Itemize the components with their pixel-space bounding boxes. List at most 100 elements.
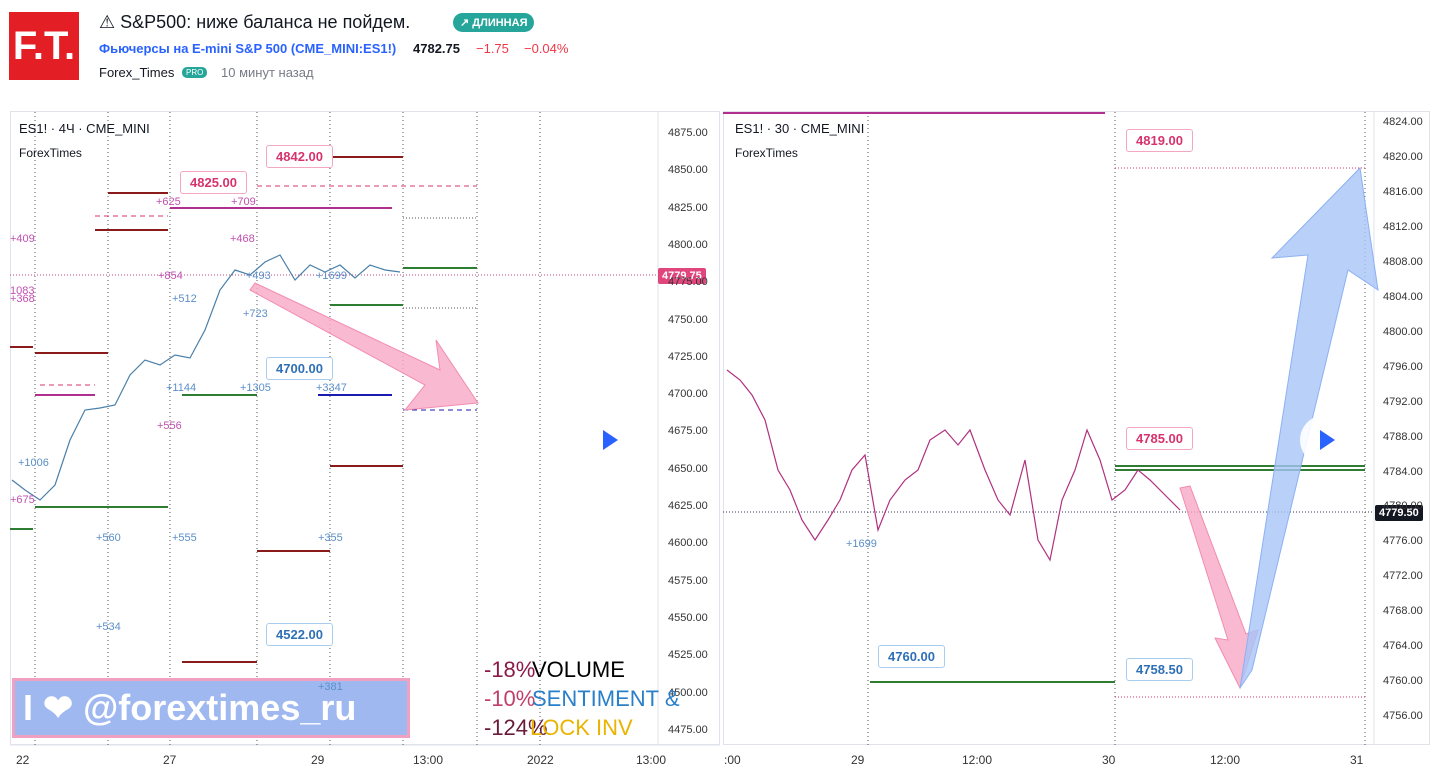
- x-tick-label: 12:00: [1210, 753, 1241, 767]
- play-button[interactable]: [583, 415, 633, 465]
- price: 4782.75: [413, 41, 460, 56]
- volume-label: +493: [246, 270, 271, 282]
- y-tick-label: 4825.00: [668, 201, 708, 214]
- callout: 4785.00: [1126, 427, 1193, 450]
- price-tag: 4779.50: [1375, 505, 1423, 521]
- price-tag: 4779.75: [658, 268, 706, 284]
- volume-label: +409: [10, 233, 35, 245]
- y-tick-label: 4800.00: [1383, 325, 1423, 338]
- author-label: ForexTimes: [735, 146, 798, 160]
- x-tick-label: 12:00: [962, 753, 993, 767]
- change-pct: −0.04%: [524, 41, 569, 56]
- volume-label: +675: [10, 494, 35, 506]
- author[interactable]: Forex_Times: [99, 65, 175, 80]
- volume-label: +556: [157, 420, 182, 432]
- overlay-text: -124%: [484, 715, 548, 740]
- y-tick-label: 4800.00: [668, 238, 708, 251]
- x-tick-label: 31: [1350, 753, 1364, 767]
- volume-label: +512: [172, 293, 197, 305]
- y-tick-label: 4575.00: [668, 574, 708, 587]
- y-tick-label: 4725.00: [668, 350, 708, 363]
- logo[interactable]: F.T.: [9, 12, 79, 80]
- callout: 4825.00: [180, 171, 247, 194]
- volume-label: +709: [231, 196, 256, 208]
- instrument[interactable]: Фьючерсы на E-mini S&P 500 (CME_MINI:ES1…: [99, 41, 396, 56]
- symbol: (CME_MINI:ES1!): [290, 41, 397, 56]
- y-tick-label: 4850.00: [668, 164, 708, 177]
- volume-label: +555: [172, 532, 197, 544]
- volume-label: +368: [10, 293, 35, 305]
- volume-label: +468: [230, 233, 255, 245]
- overlay-text: SENTIMENT &: [532, 686, 680, 711]
- volume-label: +534: [96, 621, 121, 633]
- y-tick-label: 4875.00: [668, 127, 708, 139]
- callout: 4819.00: [1126, 129, 1193, 152]
- callout: 4760.00: [878, 645, 945, 668]
- volume-label: 1083: [10, 285, 35, 297]
- play-button[interactable]: [1300, 415, 1350, 465]
- y-tick-label: 4812.00: [1383, 220, 1423, 233]
- y-tick-label: 4750.00: [668, 313, 708, 326]
- y-tick-label: 4475.00: [668, 723, 708, 736]
- x-tick-label: 29: [311, 753, 325, 767]
- author-label: ForexTimes: [19, 146, 82, 160]
- y-tick-label: 4796.00: [1383, 360, 1423, 373]
- y-tick-label: 4600.00: [668, 537, 708, 550]
- x-tick-label: :00: [724, 753, 741, 767]
- y-tick-label: 4525.00: [668, 649, 708, 662]
- x-tick-label: 13:00: [413, 753, 444, 767]
- x-tick-label: 13:00: [636, 753, 667, 767]
- y-tick-label: 4788.00: [1383, 430, 1423, 443]
- volume-label: +1699: [846, 538, 877, 550]
- volume-label: +355: [318, 532, 343, 544]
- y-tick-label: 4764.00: [1383, 640, 1423, 653]
- y-tick-label: 4816.00: [1383, 185, 1423, 198]
- volume-label: +381: [318, 681, 343, 693]
- y-tick-label: 4780.00: [1383, 500, 1423, 513]
- y-tick-label: 4808.00: [1383, 255, 1423, 268]
- x-tick-label: 2022: [527, 753, 554, 767]
- long-badge: ↗ ДЛИННАЯ: [453, 13, 535, 32]
- x-tick-label: 22: [16, 753, 30, 767]
- volume-label: +1144: [166, 382, 197, 394]
- volume-label: +1305: [240, 382, 271, 394]
- y-tick-label: 4650.00: [668, 462, 708, 475]
- y-tick-label: 4820.00: [1383, 150, 1423, 163]
- y-tick-label: 4792.00: [1383, 395, 1423, 408]
- instrument-name: Фьючерсы на E-mini S&P 500: [99, 41, 288, 56]
- volume-label: +625: [156, 196, 181, 208]
- time: 10 минут назад: [221, 65, 314, 80]
- y-tick-label: 4500.00: [668, 686, 708, 699]
- y-tick-label: 4756.00: [1383, 710, 1423, 723]
- callout: 4522.00: [266, 623, 333, 646]
- y-tick-label: 4772.00: [1383, 570, 1423, 583]
- y-tick-label: 4625.00: [668, 500, 708, 512]
- y-tick-label: 4675.00: [668, 425, 708, 438]
- volume-label: +1006: [18, 457, 49, 469]
- pro-badge: PRO: [182, 67, 208, 78]
- watermark: I ❤ @forextimes_ru: [12, 678, 410, 738]
- volume-label: +723: [243, 308, 268, 320]
- volume-label: +3347: [316, 382, 347, 394]
- overlay-text: LOCK INV: [530, 715, 633, 740]
- y-tick-label: 4700.00: [668, 388, 708, 401]
- idea-title: ⚠ S&P500: ниже баланса не пойдем.: [99, 12, 411, 32]
- y-tick-label: 4550.00: [668, 611, 708, 624]
- y-tick-label: 4824.00: [1383, 116, 1423, 128]
- y-tick-label: 4760.00: [1383, 675, 1423, 688]
- y-tick-label: 4804.00: [1383, 290, 1423, 303]
- overlay-text: -10%: [484, 686, 536, 711]
- x-tick-label: 29: [851, 753, 865, 767]
- change: −1.75: [476, 41, 509, 56]
- y-tick-label: 4784.00: [1383, 465, 1423, 478]
- y-tick-label: 4776.00: [1383, 535, 1423, 548]
- overlay-text: -18%: [484, 657, 536, 682]
- volume-label: +854: [158, 270, 183, 282]
- legend: ES1! · 4Ч · CME_MINI: [19, 121, 150, 136]
- y-tick-label: 4775.00: [668, 276, 708, 289]
- callout: 4842.00: [266, 145, 333, 168]
- callout: 4700.00: [266, 357, 333, 380]
- legend: ES1! · 30 · CME_MINI: [735, 121, 865, 136]
